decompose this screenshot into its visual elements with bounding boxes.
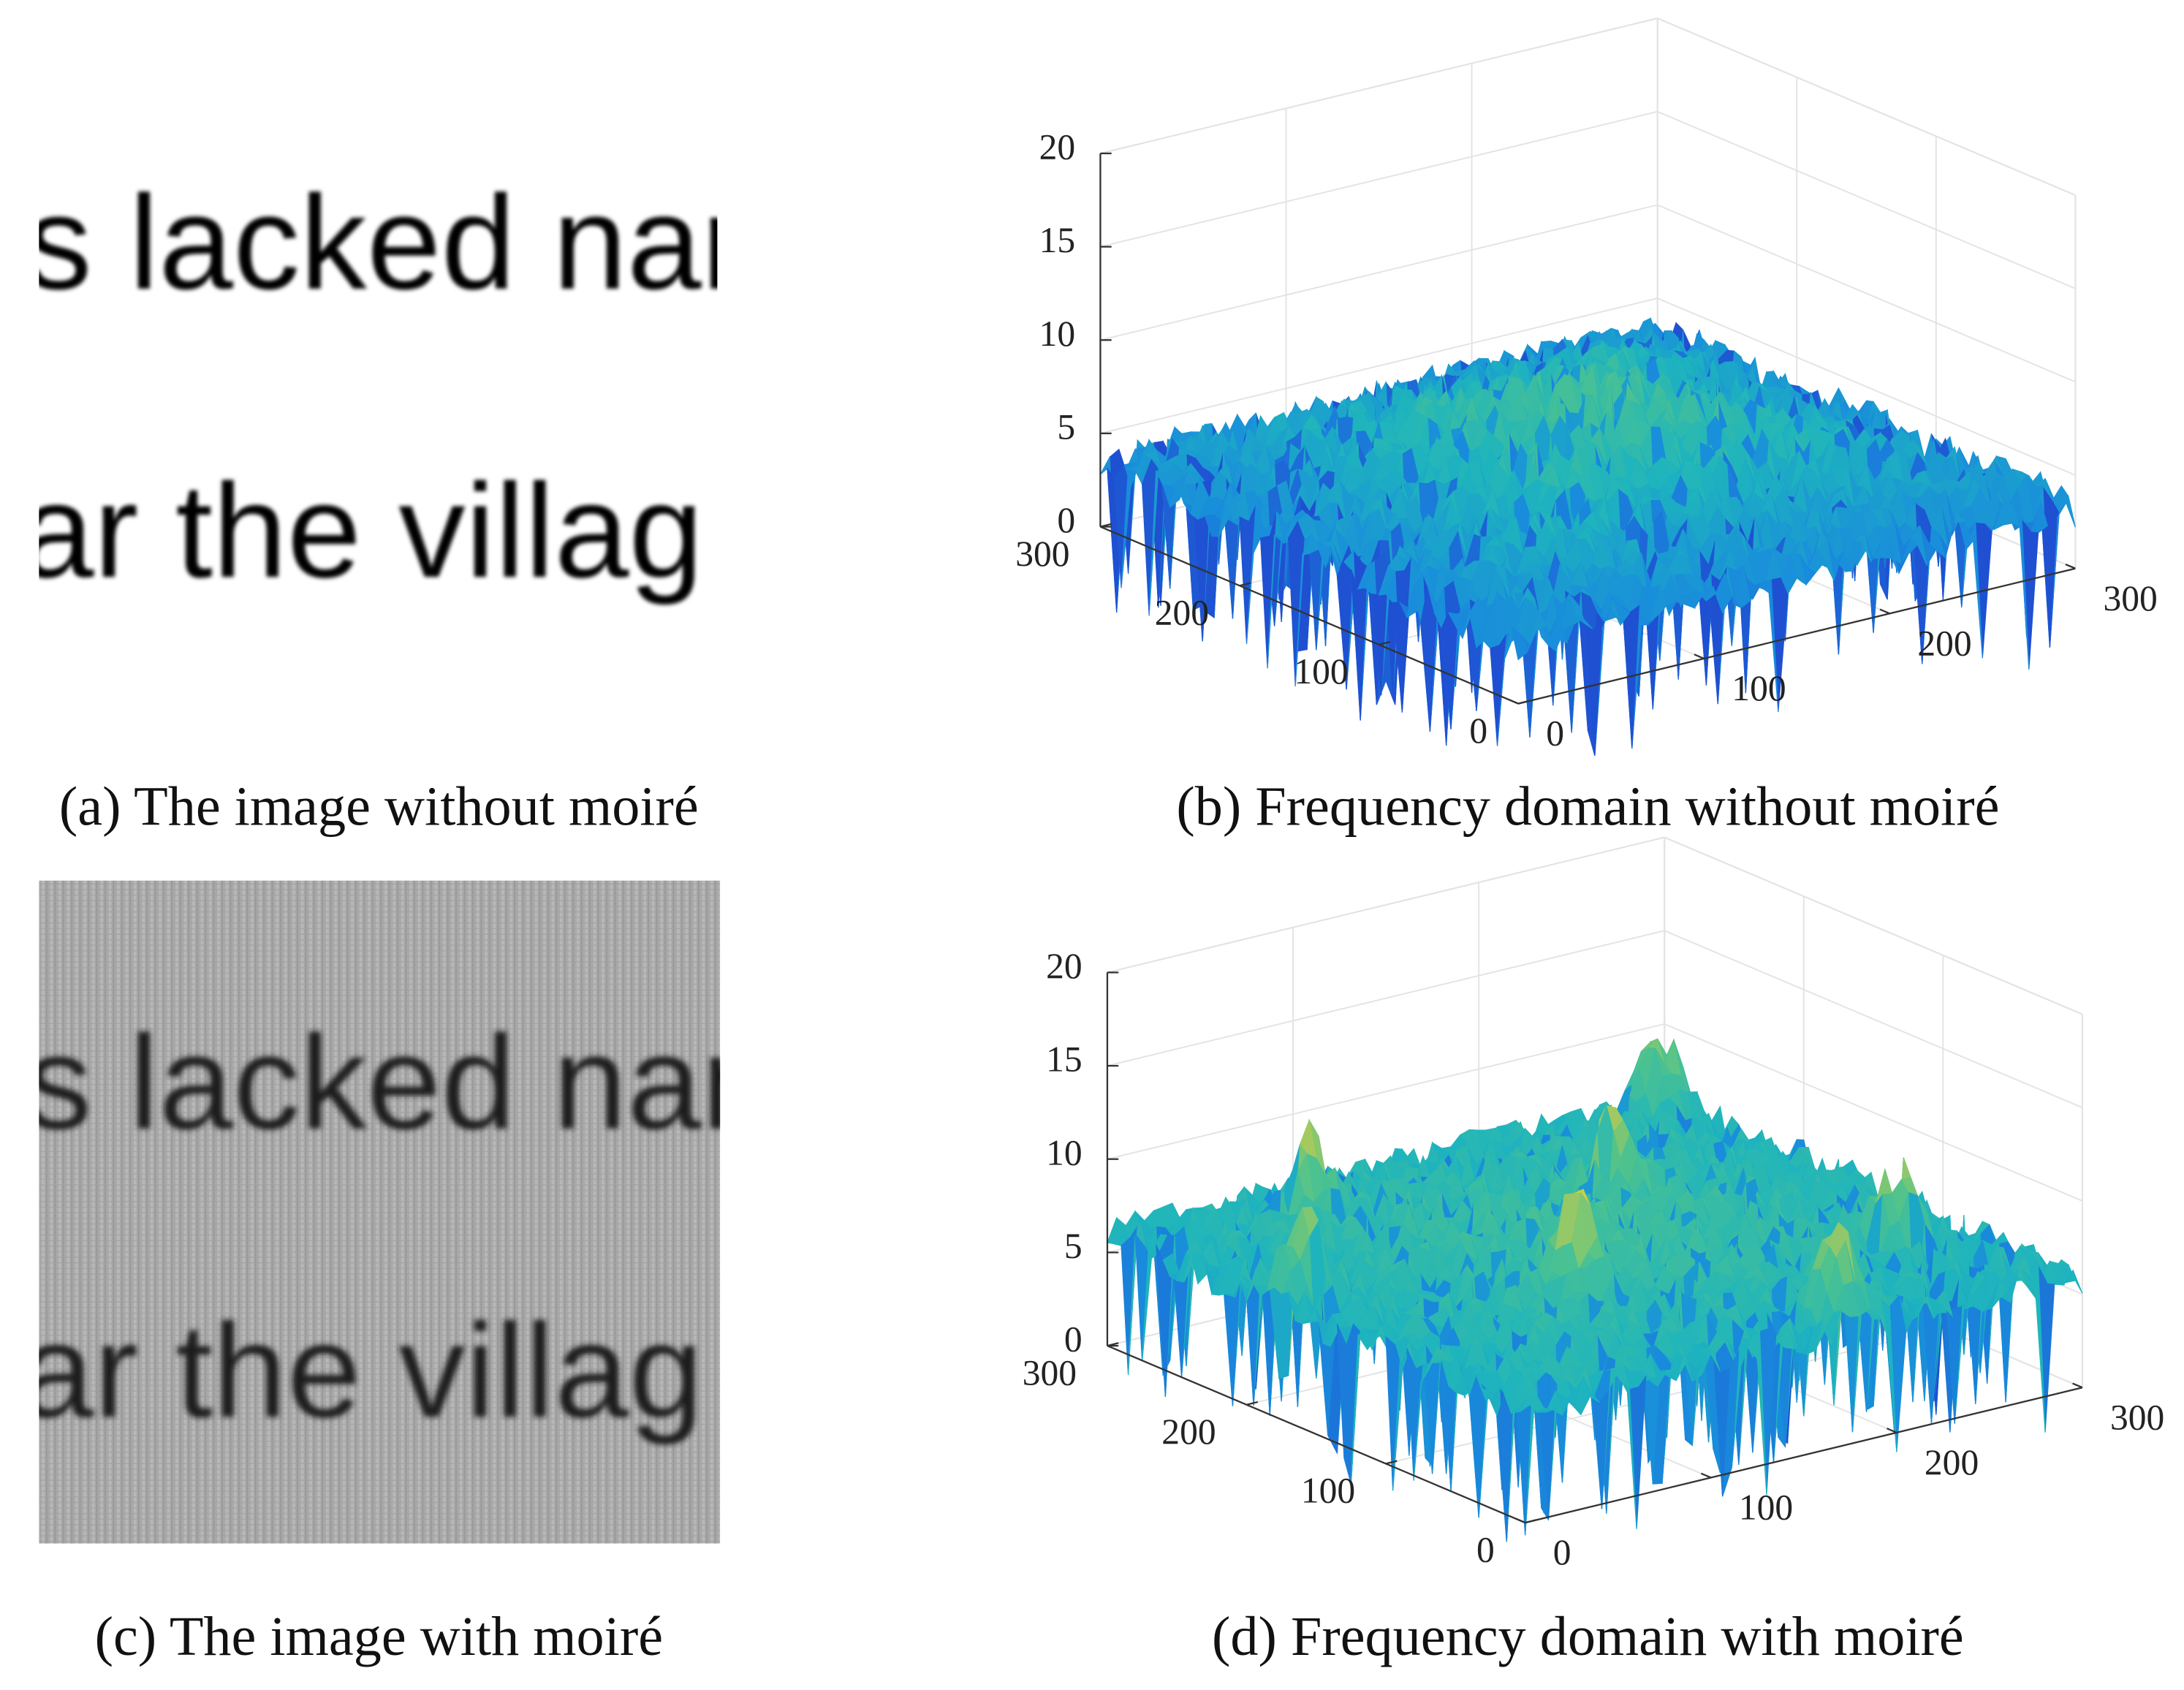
x-tick-label: 100 <box>1732 668 1786 708</box>
z-tick-label: 10 <box>1039 314 1076 354</box>
caption: (a) The image without moiré <box>59 776 699 837</box>
image-text: s lacked nar <box>25 167 746 317</box>
grid-line <box>1664 836 2083 1015</box>
image-text: s lacked nar <box>25 1007 746 1157</box>
image-text: ar the villag <box>20 455 703 605</box>
x-tick-label: 300 <box>2103 578 2157 618</box>
grid-line <box>1657 204 2076 383</box>
tick-mark <box>2065 563 2076 569</box>
grid-line <box>1657 18 2076 196</box>
y-tick-label: 300 <box>1015 534 1069 574</box>
z-tick-label: 20 <box>1039 126 1076 167</box>
grid-line <box>1100 110 1658 248</box>
tick-mark <box>1694 653 1705 660</box>
grid-line <box>1657 110 2076 289</box>
z-tick-label: 5 <box>1057 406 1075 447</box>
moire-background <box>39 880 721 1544</box>
grid-line <box>1100 18 1658 154</box>
grid-line <box>1657 298 2076 476</box>
y-tick-label: 0 <box>1469 711 1487 751</box>
panel-a: s lacked nar ar the villag <box>20 167 746 605</box>
grid-line <box>1107 930 1665 1066</box>
y-tick-label: 100 <box>1294 651 1348 691</box>
grid-line <box>1107 836 1665 974</box>
grid-line <box>1664 930 2083 1109</box>
z-tick-label: 15 <box>1039 220 1076 260</box>
tick-mark <box>1879 608 1890 615</box>
caption: (b) Frequency domain without moiré <box>1176 776 1999 837</box>
caption: (c) The image with moiré <box>95 1606 663 1667</box>
x-tick-label: 200 <box>1917 623 1971 663</box>
image-text: ar the villag <box>20 1295 703 1445</box>
grid-line <box>1100 298 1658 434</box>
grid-line <box>1100 204 1658 341</box>
surface <box>1099 317 2076 756</box>
x-tick-label: 0 <box>1546 713 1564 754</box>
tick-mark <box>1508 698 1519 705</box>
y-tick-label: 200 <box>1155 593 1209 633</box>
panel-c: s lacked nar ar the villag <box>20 880 746 1544</box>
caption: (d) Frequency domain with moiré <box>1212 1606 1964 1667</box>
